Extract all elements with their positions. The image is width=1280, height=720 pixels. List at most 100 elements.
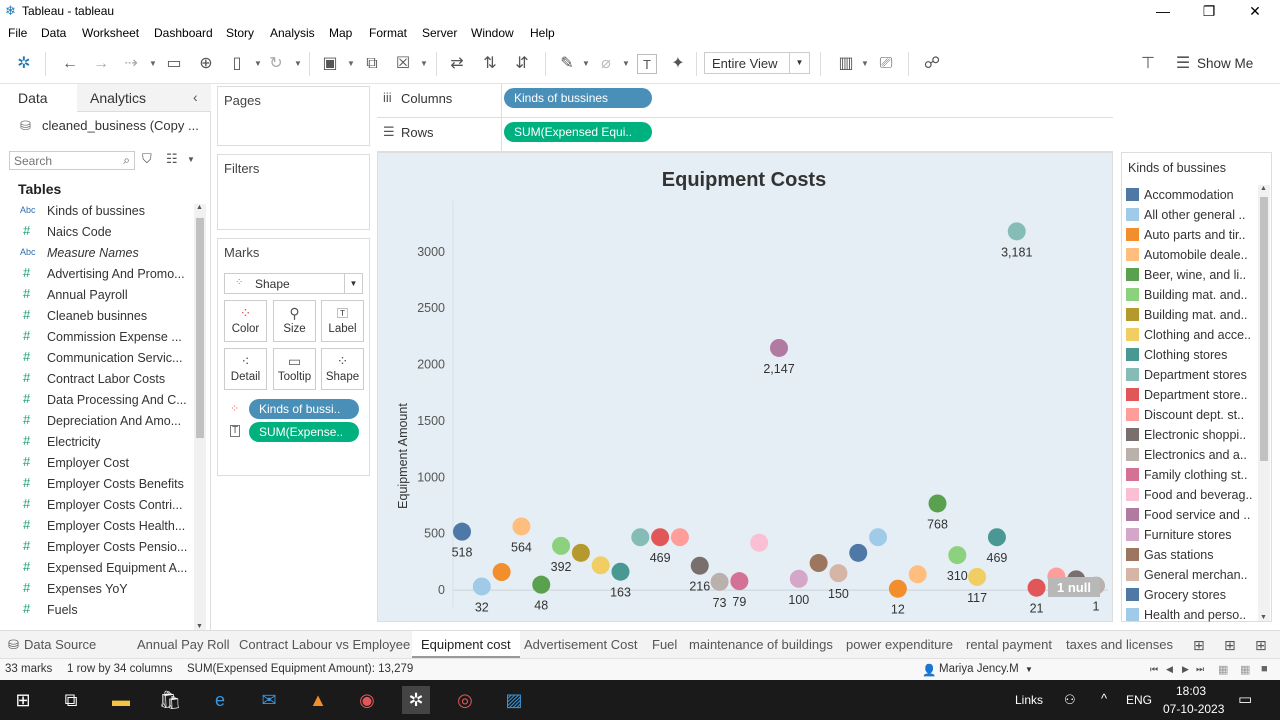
- photos-icon[interactable]: ▨: [505, 690, 523, 710]
- show-me-icon[interactable]: ☰: [1175, 55, 1191, 72]
- menu-format[interactable]: Format: [369, 26, 408, 40]
- columns-pill[interactable]: Kinds of bussines: [504, 88, 652, 108]
- sheet-sorter-icon[interactable]: ⊞: [1193, 637, 1205, 653]
- columns-shelf[interactable]: iii Columns Kinds of bussines: [377, 84, 1113, 118]
- next-sheet-icon[interactable]: ▶: [1182, 664, 1189, 674]
- save-icon[interactable]: ▭: [166, 55, 182, 72]
- data-point[interactable]: [472, 577, 491, 596]
- data-point[interactable]: [710, 572, 729, 591]
- filters-card[interactable]: Filters: [217, 154, 370, 230]
- legend-item[interactable]: Gas stations: [1126, 545, 1256, 565]
- field-item[interactable]: # Employer Cost: [0, 453, 190, 474]
- new-dashboard-icon[interactable]: ⊞: [1224, 637, 1236, 653]
- legend-item[interactable]: Accommodation: [1126, 185, 1256, 205]
- view-options-caret-icon[interactable]: ▼: [187, 155, 195, 164]
- sort-descending-icon[interactable]: ⇵: [515, 55, 529, 72]
- filmstrip-icon[interactable]: ▦: [1218, 664, 1229, 676]
- legend-item[interactable]: Electronic shoppi..: [1126, 425, 1256, 445]
- sort-ascending-icon[interactable]: ⇅: [483, 55, 497, 72]
- data-point[interactable]: [948, 546, 967, 565]
- color-button[interactable]: ⁘ Color: [224, 300, 267, 342]
- datasource-name[interactable]: cleaned_business (Copy ...: [42, 118, 199, 133]
- show-cards-caret-icon[interactable]: ▼: [861, 59, 869, 68]
- data-point[interactable]: [690, 556, 709, 575]
- first-sheet-icon[interactable]: ⏮: [1150, 664, 1159, 674]
- legend-item[interactable]: Beer, wine, and li..: [1126, 265, 1256, 285]
- replay-icon[interactable]: ⇢: [124, 55, 138, 72]
- field-item[interactable]: # Employer Costs Health...: [0, 516, 190, 537]
- notifications-icon[interactable]: ▭: [1238, 691, 1253, 708]
- fields-scrollbar[interactable]: ▲ ▼: [194, 204, 206, 630]
- field-item[interactable]: # Commission Expense ...: [0, 327, 190, 348]
- legend-item[interactable]: Grocery stores: [1126, 585, 1256, 605]
- scroll-down-icon[interactable]: ▼: [1260, 614, 1267, 621]
- field-item[interactable]: # Data Processing And C...: [0, 390, 190, 411]
- file-explorer-icon[interactable]: ▬: [112, 690, 130, 710]
- field-item[interactable]: Abc Measure Names: [0, 243, 190, 264]
- data-point[interactable]: [928, 494, 947, 513]
- field-item[interactable]: # Electricity: [0, 432, 190, 453]
- field-item[interactable]: # Advertising And Promo...: [0, 264, 190, 285]
- tabs-view-icon[interactable]: ▦: [1240, 664, 1251, 676]
- clear-sheet-icon[interactable]: ☒: [395, 55, 411, 72]
- data-point[interactable]: [888, 579, 907, 598]
- show-cards-icon[interactable]: ▥: [838, 55, 854, 72]
- data-point[interactable]: [1027, 578, 1046, 597]
- data-point[interactable]: [611, 562, 630, 581]
- show-mark-labels-icon[interactable]: T: [637, 54, 657, 74]
- data-point[interactable]: [492, 563, 511, 582]
- new-worksheet-caret-icon[interactable]: ▼: [347, 59, 355, 68]
- legend-item[interactable]: Family clothing st..: [1126, 465, 1256, 485]
- data-point[interactable]: [789, 569, 808, 588]
- scroll-up-icon[interactable]: ▲: [1260, 185, 1267, 192]
- legend-scrollbar[interactable]: ▲ ▼: [1258, 185, 1270, 621]
- mark-type-dropdown[interactable]: ⁘ Shape ▼: [224, 273, 363, 294]
- data-point[interactable]: [809, 554, 828, 573]
- store-icon[interactable]: 🛍: [158, 690, 182, 710]
- search-input[interactable]: [10, 152, 110, 169]
- field-item[interactable]: # Depreciation And Amo...: [0, 411, 190, 432]
- menu-server[interactable]: Server: [422, 26, 458, 40]
- prev-sheet-icon[interactable]: ◀: [1166, 664, 1173, 674]
- task-view-icon[interactable]: ⧉: [64, 690, 78, 710]
- data-point[interactable]: [987, 528, 1006, 547]
- menu-file[interactable]: File: [8, 26, 28, 40]
- field-item[interactable]: # Cleaneb businnes: [0, 306, 190, 327]
- shape-button[interactable]: ⁘ Shape: [321, 348, 364, 390]
- tooltip-button[interactable]: ▭ Tooltip: [273, 348, 316, 390]
- clear-caret-icon[interactable]: ▼: [420, 59, 428, 68]
- legend-item[interactable]: Auto parts and tir..: [1126, 225, 1256, 245]
- menu-window[interactable]: Window: [471, 26, 514, 40]
- language-indicator[interactable]: ENG: [1126, 693, 1153, 707]
- sheet-tab[interactable]: rental payment: [966, 637, 1052, 652]
- signpost-icon[interactable]: ⊤: [1141, 55, 1155, 72]
- replay-caret-icon[interactable]: ▼: [149, 59, 157, 68]
- legend-item[interactable]: Building mat. and..: [1126, 305, 1256, 325]
- field-item[interactable]: # Expensed Equipment A...: [0, 558, 190, 579]
- fit-dropdown[interactable]: Entire View ▼: [704, 52, 810, 74]
- tab-data[interactable]: Data: [0, 84, 77, 112]
- share-icon[interactable]: ☍: [923, 55, 941, 72]
- data-point[interactable]: [750, 533, 769, 552]
- sheet-tab[interactable]: power expenditure: [846, 637, 953, 652]
- menu-story[interactable]: Story: [226, 26, 255, 40]
- legend-item[interactable]: Automobile deale..: [1126, 245, 1256, 265]
- chrome-icon[interactable]: ◉: [359, 690, 375, 710]
- pause-updates-icon[interactable]: ▯: [232, 55, 242, 72]
- show-me-button[interactable]: Show Me: [1197, 56, 1254, 71]
- group-caret-icon[interactable]: ▼: [622, 59, 630, 68]
- collapse-pane-icon[interactable]: ‹: [193, 89, 198, 105]
- new-worksheet-icon[interactable]: ▣: [322, 55, 338, 72]
- new-story-icon[interactable]: ⊞: [1255, 637, 1267, 653]
- data-point[interactable]: [829, 564, 848, 583]
- data-point[interactable]: [631, 528, 650, 547]
- data-point[interactable]: [849, 543, 868, 562]
- legend-item[interactable]: Electronics and a..: [1126, 445, 1256, 465]
- null-indicator[interactable]: 1 null: [1048, 577, 1100, 597]
- new-datasource-icon[interactable]: ⊕: [199, 55, 213, 72]
- user-caret-icon[interactable]: ▼: [1025, 665, 1033, 674]
- data-point[interactable]: [532, 575, 551, 594]
- field-item[interactable]: # Fuels: [0, 600, 190, 621]
- legend-item[interactable]: Department store..: [1126, 385, 1256, 405]
- color-pill[interactable]: Kinds of bussi..: [249, 399, 359, 419]
